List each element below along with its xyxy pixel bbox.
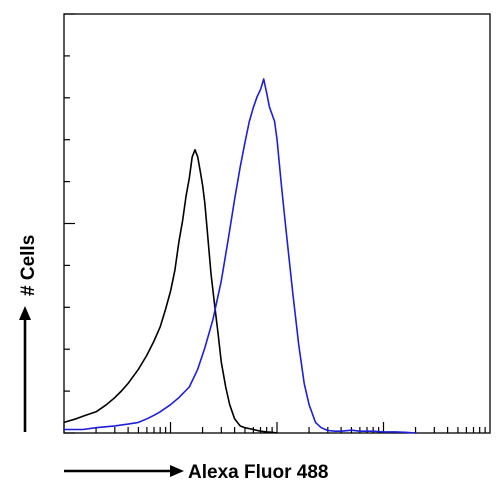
series-line-1	[63, 149, 278, 434]
axis-ticks	[63, 13, 486, 434]
series-line-2	[64, 78, 416, 434]
x-axis-label: Alexa Fluor 488	[188, 462, 328, 483]
x-axis-arrow-head	[170, 465, 184, 477]
plot-frame	[63, 13, 491, 434]
series-layer	[63, 78, 416, 434]
y-axis-arrow-head	[19, 306, 31, 320]
y-axis-label: # Cells	[18, 235, 39, 296]
